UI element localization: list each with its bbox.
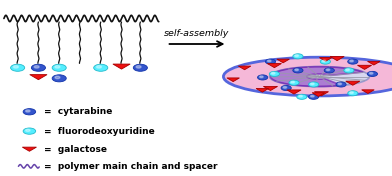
Ellipse shape: [344, 68, 354, 73]
Ellipse shape: [260, 76, 263, 78]
Ellipse shape: [271, 72, 275, 74]
Ellipse shape: [291, 81, 294, 83]
Ellipse shape: [55, 66, 60, 68]
Ellipse shape: [136, 66, 141, 68]
Ellipse shape: [265, 59, 276, 64]
Ellipse shape: [31, 64, 45, 71]
Ellipse shape: [281, 86, 291, 90]
Ellipse shape: [338, 83, 341, 85]
Polygon shape: [319, 58, 332, 61]
Ellipse shape: [267, 60, 271, 62]
Ellipse shape: [94, 64, 108, 71]
Ellipse shape: [23, 128, 36, 134]
Ellipse shape: [295, 69, 298, 71]
Ellipse shape: [270, 67, 369, 87]
Ellipse shape: [25, 110, 30, 112]
Ellipse shape: [310, 95, 314, 97]
Ellipse shape: [346, 69, 349, 71]
Ellipse shape: [297, 94, 307, 99]
Polygon shape: [30, 75, 47, 80]
Polygon shape: [267, 64, 281, 68]
Ellipse shape: [13, 66, 18, 68]
Ellipse shape: [52, 64, 66, 71]
Ellipse shape: [369, 72, 373, 74]
Ellipse shape: [348, 91, 358, 96]
Ellipse shape: [96, 66, 102, 68]
Polygon shape: [314, 92, 328, 96]
Ellipse shape: [55, 76, 60, 79]
Ellipse shape: [322, 60, 326, 62]
Polygon shape: [368, 61, 380, 65]
Ellipse shape: [52, 75, 66, 82]
Ellipse shape: [309, 82, 319, 87]
Text: =  galactose: = galactose: [44, 145, 107, 154]
Text: =  cytarabine: = cytarabine: [44, 107, 113, 116]
Ellipse shape: [133, 64, 147, 71]
Ellipse shape: [289, 80, 299, 85]
Ellipse shape: [269, 71, 279, 76]
Ellipse shape: [11, 64, 25, 71]
Ellipse shape: [367, 71, 377, 76]
Polygon shape: [330, 56, 344, 61]
Polygon shape: [227, 78, 240, 82]
Ellipse shape: [326, 69, 330, 71]
Polygon shape: [346, 81, 360, 85]
Polygon shape: [263, 86, 278, 90]
Ellipse shape: [324, 68, 334, 73]
Polygon shape: [238, 66, 251, 70]
Polygon shape: [22, 147, 36, 151]
Polygon shape: [256, 89, 269, 92]
Ellipse shape: [34, 66, 39, 68]
Ellipse shape: [293, 54, 303, 59]
Polygon shape: [362, 90, 374, 93]
Polygon shape: [358, 65, 372, 69]
Ellipse shape: [310, 83, 314, 85]
Ellipse shape: [309, 94, 319, 99]
Ellipse shape: [223, 57, 392, 96]
Polygon shape: [113, 64, 130, 69]
Ellipse shape: [25, 129, 30, 131]
Ellipse shape: [293, 68, 303, 73]
Ellipse shape: [350, 92, 353, 93]
Ellipse shape: [258, 75, 268, 80]
Text: =  fluorodeoxyuridine: = fluorodeoxyuridine: [44, 127, 155, 136]
Ellipse shape: [299, 95, 302, 97]
Ellipse shape: [350, 60, 353, 62]
Text: =  polymer main chain and spacer: = polymer main chain and spacer: [44, 162, 218, 171]
Polygon shape: [312, 93, 325, 96]
Polygon shape: [277, 59, 289, 63]
Ellipse shape: [348, 59, 358, 64]
Ellipse shape: [283, 86, 287, 88]
Polygon shape: [270, 67, 363, 86]
Ellipse shape: [295, 55, 298, 56]
Ellipse shape: [23, 109, 36, 115]
Polygon shape: [287, 90, 301, 94]
Text: self-assembly: self-assembly: [164, 29, 229, 38]
Ellipse shape: [336, 82, 346, 87]
Ellipse shape: [320, 59, 330, 64]
